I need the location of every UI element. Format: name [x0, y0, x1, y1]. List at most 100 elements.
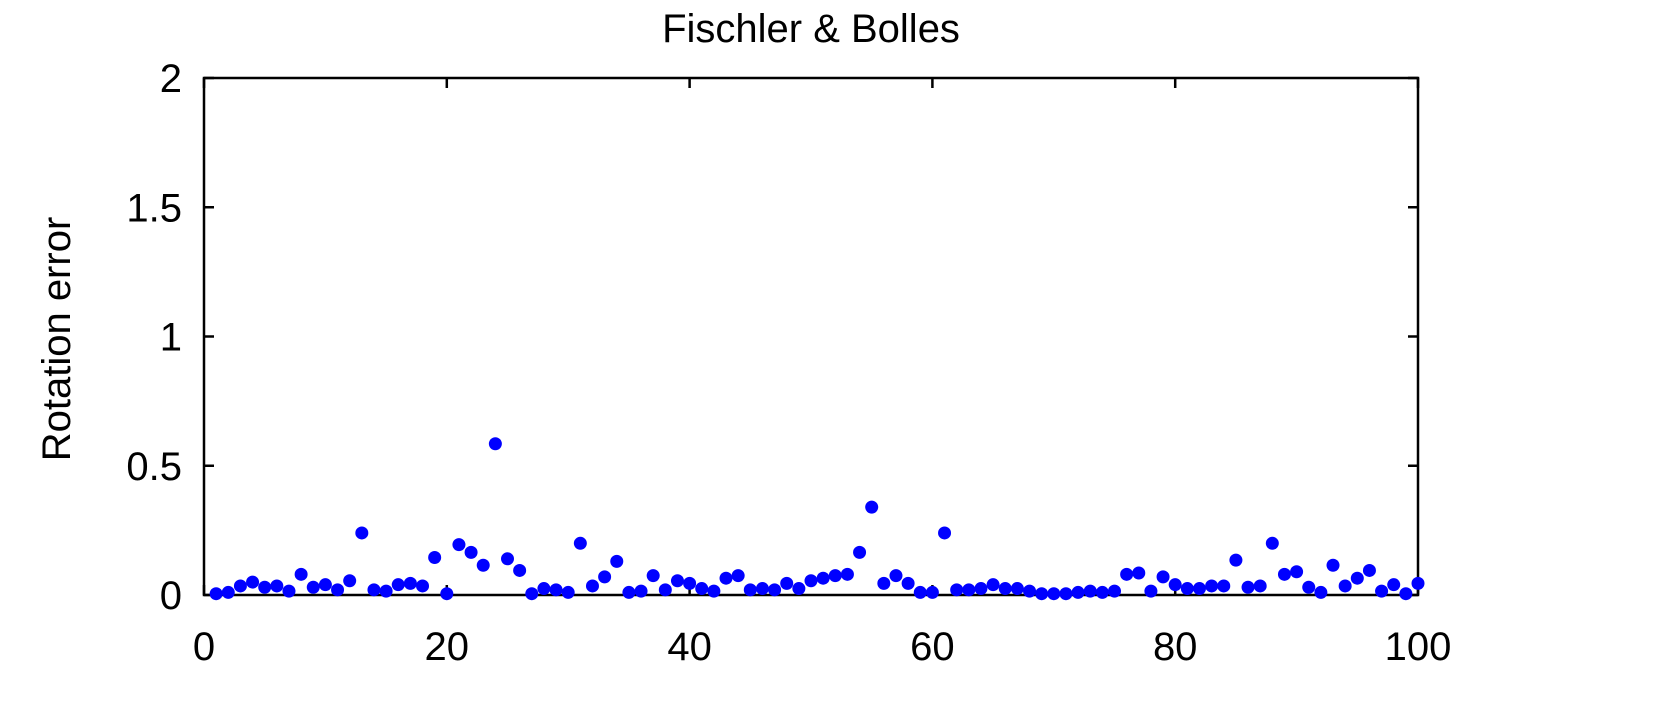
y-tick-label: 0	[160, 574, 182, 618]
y-tick-label: 1.5	[126, 186, 182, 230]
y-tick-label: 1	[160, 316, 182, 360]
data-point	[258, 580, 272, 594]
data-point	[573, 536, 587, 550]
data-point	[695, 582, 709, 596]
data-point	[294, 567, 308, 581]
data-point	[950, 583, 964, 597]
data-point	[452, 538, 466, 552]
data-point	[1108, 584, 1121, 598]
data-point	[1326, 558, 1340, 572]
data-point	[1399, 587, 1413, 601]
x-tick-label: 40	[667, 625, 712, 669]
data-point	[403, 576, 417, 590]
data-point	[804, 574, 818, 588]
data-point	[962, 583, 976, 597]
data-point	[925, 585, 939, 599]
data-point	[913, 585, 927, 599]
data-point	[1144, 584, 1158, 598]
data-point	[889, 569, 903, 583]
data-point	[1047, 587, 1061, 601]
data-point	[622, 585, 636, 599]
data-point	[1035, 587, 1049, 601]
data-point	[1023, 584, 1037, 598]
data-point	[549, 583, 563, 597]
data-point	[853, 545, 867, 559]
data-point	[209, 587, 223, 601]
data-point	[367, 583, 381, 597]
data-point	[1350, 571, 1364, 585]
data-point	[865, 500, 879, 514]
data-point	[246, 575, 260, 589]
data-point	[1290, 565, 1304, 579]
data-point	[743, 583, 757, 597]
x-tick-label: 80	[1153, 625, 1198, 669]
data-point	[828, 569, 842, 583]
data-point	[440, 587, 454, 601]
data-point	[537, 582, 551, 596]
data-point	[998, 582, 1012, 596]
data-point	[707, 584, 721, 598]
data-point	[428, 551, 442, 565]
data-point	[840, 567, 854, 581]
data-point	[1362, 563, 1376, 577]
data-point	[768, 583, 782, 597]
data-point	[877, 576, 891, 590]
data-point	[318, 578, 332, 592]
data-point	[1168, 578, 1182, 592]
data-point	[1156, 570, 1170, 584]
data-point	[1387, 578, 1401, 592]
data-point	[355, 526, 369, 540]
data-point	[221, 585, 235, 599]
data-point	[1205, 579, 1219, 593]
data-point	[501, 552, 514, 566]
data-point	[1132, 566, 1146, 580]
data-point	[282, 584, 296, 598]
plot-frame	[202, 76, 1420, 597]
data-point	[1083, 584, 1097, 598]
data-point	[1010, 582, 1024, 596]
data-point	[598, 570, 612, 584]
data-point	[1192, 582, 1206, 596]
data-point	[1095, 585, 1109, 599]
data-point	[610, 554, 624, 568]
data-point	[561, 585, 575, 599]
data-point	[1314, 585, 1328, 599]
y-axis-label: Rotation error	[35, 217, 79, 462]
x-tick-label: 20	[425, 625, 470, 669]
data-point	[1180, 582, 1194, 596]
data-point	[1411, 576, 1425, 590]
x-tick-label: 100	[1385, 625, 1452, 669]
data-point	[1253, 579, 1267, 593]
data-point	[1338, 579, 1352, 593]
data-point	[270, 579, 284, 593]
data-point	[1302, 580, 1316, 594]
data-point	[1375, 584, 1389, 598]
data-point	[634, 584, 648, 598]
data-point	[1059, 587, 1073, 601]
data-point	[670, 574, 684, 588]
data-point	[1277, 567, 1291, 581]
data-point	[416, 579, 430, 593]
data-point	[391, 578, 405, 592]
data-point	[488, 437, 502, 451]
data-point	[233, 579, 247, 593]
data-point	[1265, 536, 1279, 550]
data-point	[755, 582, 769, 596]
data-point	[1241, 580, 1255, 594]
data-point	[646, 569, 660, 583]
data-point	[513, 563, 527, 577]
data-point	[986, 578, 1000, 592]
data-point	[780, 576, 794, 590]
data-point	[901, 576, 915, 590]
y-tick-label: 0.5	[126, 445, 182, 489]
data-point	[1071, 585, 1085, 599]
data-points	[209, 437, 1425, 601]
data-point	[719, 571, 733, 585]
data-point	[525, 587, 539, 601]
x-tick-label: 0	[193, 625, 215, 669]
data-point	[331, 583, 345, 597]
chart-title: Fischler & Bolles	[662, 7, 960, 51]
data-point	[974, 582, 988, 596]
data-point	[464, 545, 478, 559]
